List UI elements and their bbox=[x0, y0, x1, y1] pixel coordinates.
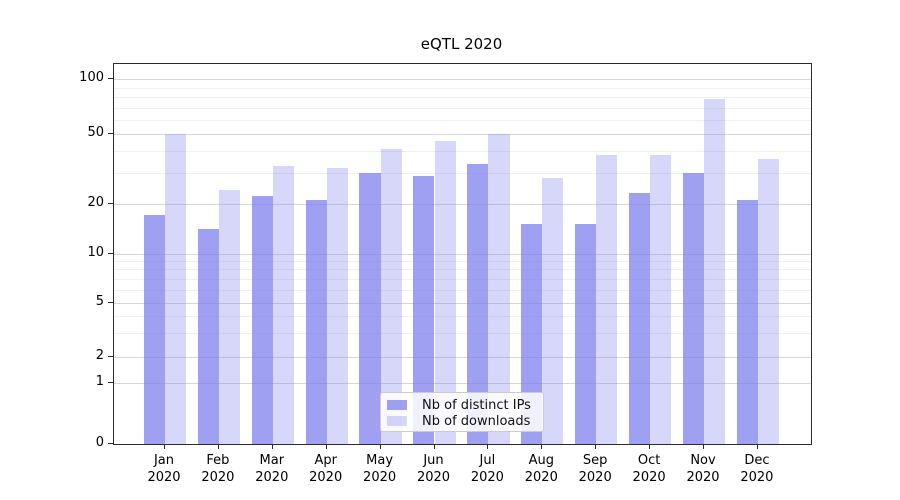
bar-distinct-ips-may bbox=[359, 172, 381, 444]
minor-gridline bbox=[114, 87, 811, 89]
bar-downloads-nov bbox=[704, 99, 726, 444]
y-tick-mark bbox=[108, 203, 113, 204]
bar-distinct-ips-feb bbox=[197, 229, 219, 444]
x-axis-tick-label: Jul 2020 bbox=[470, 453, 504, 485]
bar-downloads-jun bbox=[434, 140, 456, 444]
y-tick-mark bbox=[108, 302, 113, 303]
bar-distinct-ips-mar bbox=[251, 196, 273, 444]
bar-downloads-jan bbox=[165, 134, 187, 444]
bar-distinct-ips-nov bbox=[682, 172, 704, 444]
x-tick-mark bbox=[272, 445, 273, 449]
bar-downloads-sep bbox=[596, 155, 618, 444]
minor-gridline bbox=[114, 172, 811, 174]
minor-gridline bbox=[114, 315, 811, 317]
x-axis-tick-label: Aug 2020 bbox=[524, 453, 558, 485]
major-gridline bbox=[114, 382, 811, 384]
minor-gridline bbox=[114, 151, 811, 153]
x-axis-tick-label: Jun 2020 bbox=[416, 453, 451, 485]
x-axis-tick-label: May 2020 bbox=[363, 453, 397, 485]
minor-gridline bbox=[114, 332, 811, 334]
legend-label: Nb of downloads bbox=[422, 413, 531, 429]
major-gridline bbox=[114, 134, 811, 136]
bar-downloads-may bbox=[380, 149, 402, 444]
minor-gridline bbox=[114, 119, 811, 121]
bar-distinct-ips-jan bbox=[143, 215, 165, 444]
x-axis-tick-label: Nov 2020 bbox=[686, 453, 720, 485]
y-tick-mark bbox=[108, 253, 113, 254]
y-tick-mark bbox=[108, 78, 113, 79]
x-tick-mark bbox=[703, 445, 704, 449]
legend: Nb of distinct IPs Nb of downloads bbox=[380, 392, 544, 432]
bar-downloads-mar bbox=[272, 165, 294, 444]
legend-label: Nb of distinct IPs bbox=[422, 397, 531, 413]
x-axis-tick-label: Apr 2020 bbox=[309, 453, 343, 485]
major-gridline bbox=[114, 357, 811, 358]
x-tick-mark bbox=[326, 445, 327, 449]
major-gridline bbox=[114, 203, 811, 205]
bar-downloads-aug bbox=[542, 178, 564, 444]
y-axis-tick-label: 100 bbox=[79, 70, 104, 86]
bar-distinct-ips-oct bbox=[628, 193, 651, 444]
y-tick-mark bbox=[108, 443, 113, 444]
x-tick-mark bbox=[487, 445, 488, 449]
minor-gridline bbox=[114, 278, 811, 280]
legend-row: Nb of distinct IPs bbox=[387, 397, 543, 413]
y-axis-tick-label: 2 bbox=[95, 348, 104, 363]
chart-title: eQTL 2020 bbox=[420, 35, 503, 53]
x-axis-tick-label: Feb 2020 bbox=[201, 453, 235, 485]
bar-distinct-ips-jul bbox=[467, 163, 489, 444]
minor-gridline bbox=[114, 97, 811, 98]
x-tick-mark bbox=[164, 445, 165, 449]
major-gridline bbox=[114, 79, 811, 81]
minor-gridline bbox=[114, 261, 811, 263]
minor-gridline bbox=[114, 269, 811, 271]
minor-gridline bbox=[114, 289, 811, 291]
bar-downloads-feb bbox=[218, 189, 241, 444]
x-tick-mark bbox=[757, 445, 758, 449]
bar-distinct-ips-jun bbox=[413, 175, 435, 444]
x-tick-mark bbox=[649, 445, 650, 449]
x-tick-mark bbox=[434, 445, 435, 449]
bar-distinct-ips-apr bbox=[305, 200, 327, 444]
bar-distinct-ips-dec bbox=[736, 200, 758, 444]
major-gridline bbox=[114, 302, 811, 304]
plot-area bbox=[113, 63, 812, 445]
x-axis-tick-label: Sep 2020 bbox=[578, 453, 612, 485]
x-tick-mark bbox=[595, 445, 596, 449]
y-axis-tick-label: 50 bbox=[87, 125, 104, 141]
bar-downloads-jul bbox=[488, 134, 510, 444]
y-tick-mark bbox=[108, 356, 113, 357]
legend-swatch-downloads bbox=[387, 416, 407, 426]
bar-distinct-ips-sep bbox=[575, 224, 597, 444]
x-axis-tick-label: Dec 2020 bbox=[740, 453, 774, 485]
bar-downloads-oct bbox=[650, 155, 672, 444]
legend-row: Nb of downloads bbox=[387, 413, 543, 429]
major-gridline bbox=[114, 253, 811, 255]
legend-swatch-distinct-ips bbox=[387, 400, 407, 410]
bar-distinct-ips-aug bbox=[521, 224, 543, 444]
minor-gridline bbox=[114, 107, 811, 109]
bar-downloads-apr bbox=[326, 168, 348, 444]
y-axis-tick-label: 10 bbox=[87, 244, 104, 260]
x-tick-mark bbox=[541, 445, 542, 449]
x-tick-mark bbox=[380, 445, 381, 449]
x-axis-tick-label: Oct 2020 bbox=[632, 453, 666, 485]
x-axis-tick-label: Jan 2020 bbox=[147, 453, 181, 485]
y-axis-tick-label: 5 bbox=[95, 293, 104, 309]
bar-downloads-dec bbox=[757, 159, 780, 444]
y-tick-mark bbox=[108, 133, 113, 134]
y-axis-tick-label: 20 bbox=[87, 194, 104, 210]
x-axis-tick-label: Mar 2020 bbox=[255, 453, 289, 485]
y-axis-tick-label: 0 bbox=[95, 435, 104, 450]
y-tick-mark bbox=[108, 382, 113, 383]
y-axis-tick-label: 1 bbox=[95, 373, 104, 389]
x-tick-mark bbox=[218, 445, 219, 449]
